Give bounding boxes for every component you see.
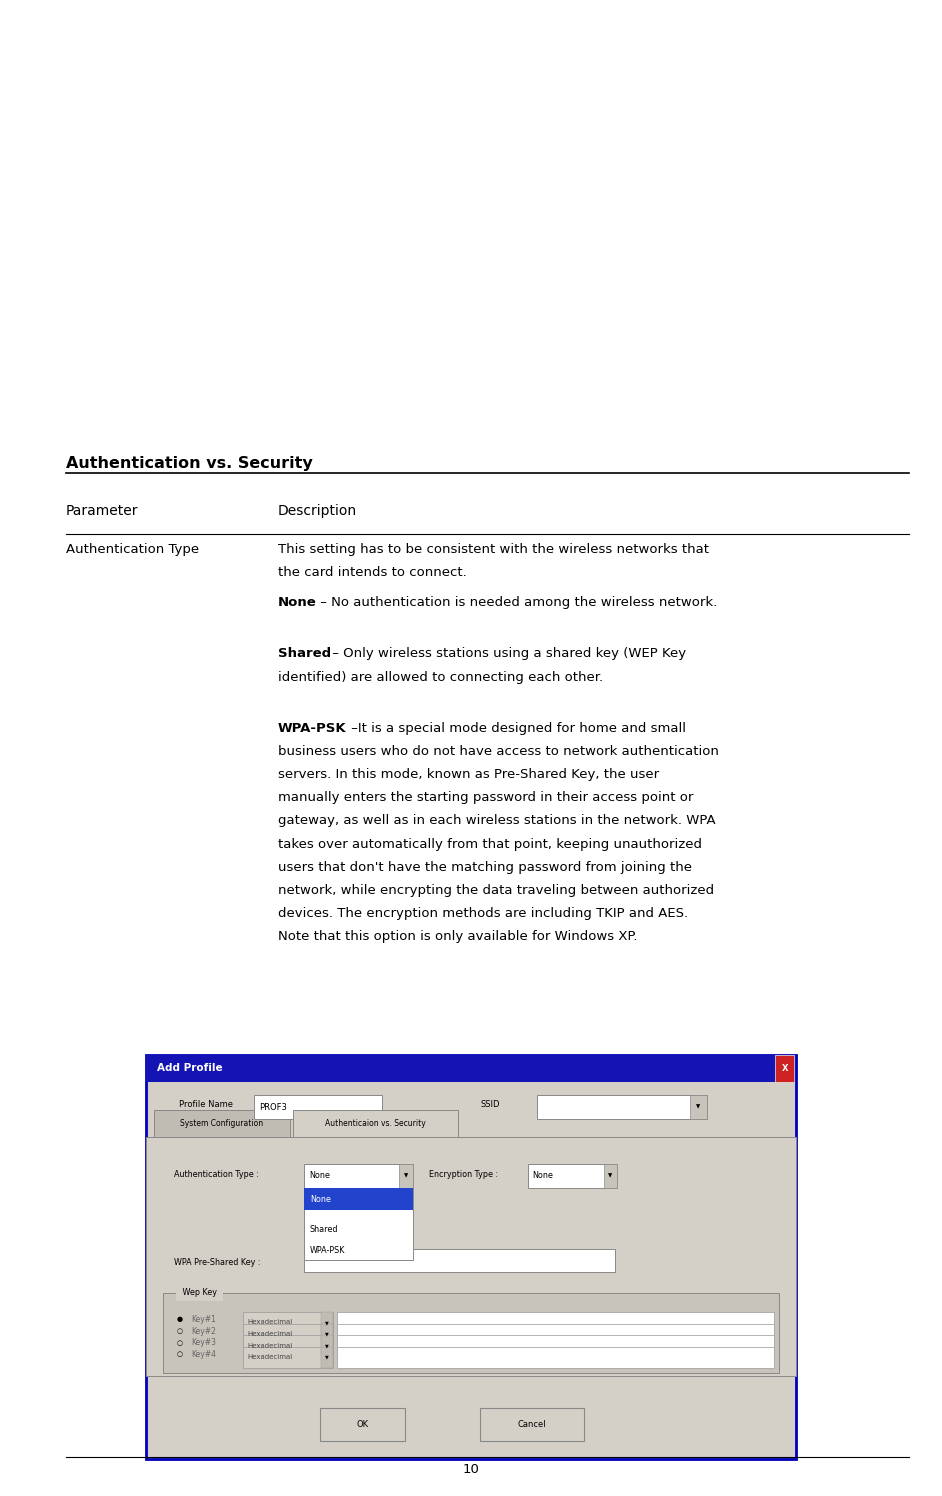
Bar: [337, 1346, 774, 1367]
Bar: [775, 1055, 794, 1082]
Text: network, while encrypting the data traveling between authorized: network, while encrypting the data trave…: [278, 884, 714, 898]
Text: Key#4: Key#4: [191, 1349, 217, 1358]
Text: SSID: SSID: [480, 1100, 500, 1109]
Bar: [163, 1293, 779, 1373]
Text: Shared: Shared: [310, 1225, 338, 1234]
Bar: [154, 1110, 290, 1137]
Bar: [537, 1095, 706, 1119]
Text: manually enters the starting password in their access point or: manually enters the starting password in…: [278, 791, 693, 805]
Text: ▼: ▼: [609, 1173, 612, 1179]
Text: ▼: ▼: [325, 1331, 329, 1336]
Text: Key#2: Key#2: [191, 1327, 216, 1336]
Bar: [528, 1164, 617, 1188]
Text: devices. The encryption methods are including TKIP and AES.: devices. The encryption methods are incl…: [278, 907, 688, 920]
Bar: [320, 1408, 405, 1441]
Text: Authentication Type: Authentication Type: [66, 543, 199, 557]
Text: X: X: [782, 1064, 788, 1073]
Text: OK: OK: [357, 1420, 368, 1429]
Text: System Configuration: System Configuration: [180, 1119, 264, 1128]
Bar: [146, 1137, 796, 1376]
Text: gateway, as well as in each wireless stations in the network. WPA: gateway, as well as in each wireless sta…: [278, 814, 716, 827]
Bar: [243, 1324, 333, 1345]
Text: Authentication Type :: Authentication Type :: [174, 1170, 259, 1179]
Bar: [480, 1408, 584, 1441]
Bar: [337, 1312, 774, 1333]
Bar: [304, 1188, 413, 1260]
Text: ○: ○: [177, 1339, 184, 1346]
Bar: [254, 1095, 382, 1119]
Text: PROF3: PROF3: [259, 1103, 287, 1112]
Text: WPA-PSK: WPA-PSK: [310, 1246, 346, 1255]
Bar: [337, 1336, 774, 1357]
Bar: [321, 1346, 333, 1367]
Bar: [146, 1055, 796, 1459]
Text: Hexadecimal: Hexadecimal: [248, 1342, 293, 1349]
Bar: [243, 1346, 333, 1367]
Text: – No authentication is needed among the wireless network.: – No authentication is needed among the …: [316, 597, 717, 609]
Text: Hexadecimal: Hexadecimal: [248, 1319, 293, 1325]
Text: None: None: [310, 1194, 331, 1204]
Text: Authenticaion vs. Security: Authenticaion vs. Security: [325, 1119, 426, 1128]
Text: Parameter: Parameter: [66, 504, 138, 518]
Text: Hexadecimal: Hexadecimal: [248, 1331, 293, 1337]
Text: ○: ○: [177, 1351, 184, 1357]
Text: Encryption Type :: Encryption Type :: [429, 1170, 497, 1179]
Text: Add Profile: Add Profile: [157, 1064, 223, 1073]
Text: users that don't have the matching password from joining the: users that don't have the matching passw…: [278, 860, 691, 874]
Text: This setting has to be consistent with the wireless networks that: This setting has to be consistent with t…: [278, 543, 709, 557]
Text: Authentication vs. Security: Authentication vs. Security: [66, 456, 313, 471]
Bar: [304, 1188, 413, 1210]
Bar: [293, 1110, 458, 1137]
Text: ▼: ▼: [404, 1173, 408, 1179]
Text: 10: 10: [463, 1463, 479, 1477]
Text: takes over automatically from that point, keeping unauthorized: takes over automatically from that point…: [278, 838, 702, 851]
Text: Shared: Shared: [278, 648, 331, 660]
Bar: [690, 1095, 706, 1119]
Text: None: None: [278, 597, 317, 609]
Bar: [304, 1249, 615, 1272]
Text: ●: ●: [177, 1316, 184, 1322]
Text: identified) are allowed to connecting each other.: identified) are allowed to connecting ea…: [278, 670, 603, 684]
Bar: [243, 1312, 333, 1333]
Text: Profile Name: Profile Name: [179, 1100, 233, 1109]
Bar: [399, 1164, 413, 1188]
Text: WPA-PSK: WPA-PSK: [278, 721, 347, 735]
Text: ○: ○: [177, 1328, 184, 1334]
Bar: [337, 1324, 774, 1345]
Text: ▼: ▼: [696, 1104, 700, 1110]
Text: Cancel: Cancel: [518, 1420, 546, 1429]
Bar: [321, 1336, 333, 1357]
Text: Hexadecimal: Hexadecimal: [248, 1354, 293, 1360]
Text: ▼: ▼: [325, 1355, 329, 1360]
Text: – Only wireless stations using a shared key (WEP Key: – Only wireless stations using a shared …: [328, 648, 686, 660]
Bar: [304, 1164, 413, 1188]
Text: ▼: ▼: [325, 1343, 329, 1348]
Text: Wep Key: Wep Key: [180, 1288, 219, 1297]
Bar: [146, 1055, 796, 1082]
Text: servers. In this mode, known as Pre-Shared Key, the user: servers. In this mode, known as Pre-Shar…: [278, 767, 659, 781]
Text: None: None: [532, 1171, 553, 1180]
Text: ▼: ▼: [325, 1319, 329, 1325]
Bar: [321, 1312, 333, 1333]
Text: –It is a special mode designed for home and small: –It is a special mode designed for home …: [347, 721, 686, 735]
Text: business users who do not have access to network authentication: business users who do not have access to…: [278, 745, 719, 758]
Text: WPA Pre-Shared Key :: WPA Pre-Shared Key :: [174, 1258, 261, 1267]
Bar: [321, 1324, 333, 1345]
Text: Key#1: Key#1: [191, 1315, 216, 1324]
Text: Description: Description: [278, 504, 357, 518]
Text: Note that this option is only available for Windows XP.: Note that this option is only available …: [278, 931, 638, 944]
Text: the card intends to connect.: the card intends to connect.: [278, 565, 466, 579]
Text: None: None: [309, 1171, 330, 1180]
Bar: [604, 1164, 617, 1188]
Bar: [243, 1336, 333, 1357]
Text: Key#3: Key#3: [191, 1337, 217, 1348]
